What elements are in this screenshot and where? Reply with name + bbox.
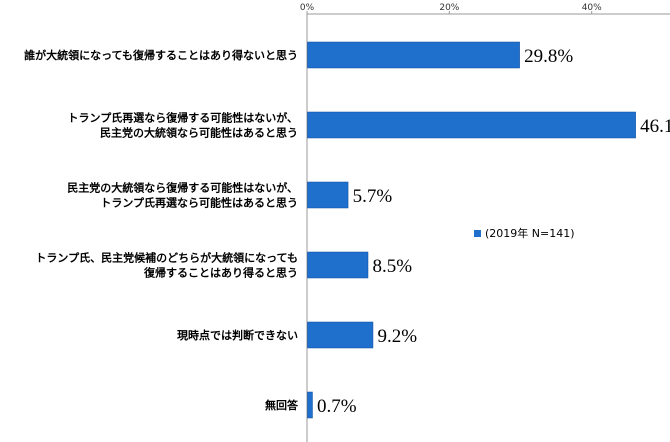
bar-value-label: 8.5% xyxy=(373,256,413,277)
bar xyxy=(307,111,636,139)
axis-layer: 0% 20% 40% xyxy=(300,3,670,442)
bar xyxy=(307,321,374,349)
x-tick-label: 0% xyxy=(300,3,315,13)
category-label: 現時点では判断できない xyxy=(177,328,298,342)
legend-swatch xyxy=(474,230,481,237)
category-label-line: 民主党の大統領なら復帰する可能性はないが、 xyxy=(67,181,298,195)
category-label-line: トランプ氏、民主党候補のどちらが大統領になっても xyxy=(35,251,298,265)
category-label: トランプ氏、民主党候補のどちらが大統領になっても復帰することはあり得ると思う xyxy=(35,251,298,280)
category-label-line: 現時点では判断できない xyxy=(177,328,298,342)
category-label-line: 誰が大統領になっても復帰することはあり得ないと思う xyxy=(24,48,298,62)
bar xyxy=(307,391,313,419)
category-label: 誰が大統領になっても復帰することはあり得ないと思う xyxy=(24,48,298,62)
x-tick-label: 40% xyxy=(582,3,602,13)
category-labels: 誰が大統領になっても復帰することはあり得ないと思うトランプ氏再選なら復帰する可能… xyxy=(24,48,299,412)
category-label-line: 復帰することはあり得ると思う xyxy=(143,266,298,280)
bar xyxy=(307,41,520,69)
category-label-line: トランプ氏再選なら復帰する可能性はないが、 xyxy=(68,111,298,125)
bar-value-label: 0.7% xyxy=(317,396,357,417)
bar-value-label: 29.8% xyxy=(524,46,573,67)
category-label: 無回答 xyxy=(265,398,299,412)
bar xyxy=(307,181,349,209)
category-label: トランプ氏再選なら復帰する可能性はないが、民主党の大統領なら可能性はあると思う xyxy=(68,111,298,140)
category-label-line: 無回答 xyxy=(265,398,299,412)
legend: (2019年 N=141) xyxy=(474,226,575,240)
category-label-line: トランプ氏再選なら可能性はあると思う xyxy=(100,196,298,210)
bar-value-label: 46.1% xyxy=(640,116,670,137)
category-label-line: 民主党の大統領なら可能性はあると思う xyxy=(100,126,298,140)
bar xyxy=(307,251,369,279)
bar-value-label: 9.2% xyxy=(377,326,417,347)
legend-label: (2019年 N=141) xyxy=(485,226,575,240)
bars: 29.8% 46.1% 5.7% 8.5% 9.2% 0.7% xyxy=(307,41,670,419)
x-tick-label: 20% xyxy=(439,3,459,13)
bar-value-label: 5.7% xyxy=(353,186,393,207)
category-label: 民主党の大統領なら復帰する可能性はないが、トランプ氏再選なら可能性はあると思う xyxy=(67,181,298,210)
